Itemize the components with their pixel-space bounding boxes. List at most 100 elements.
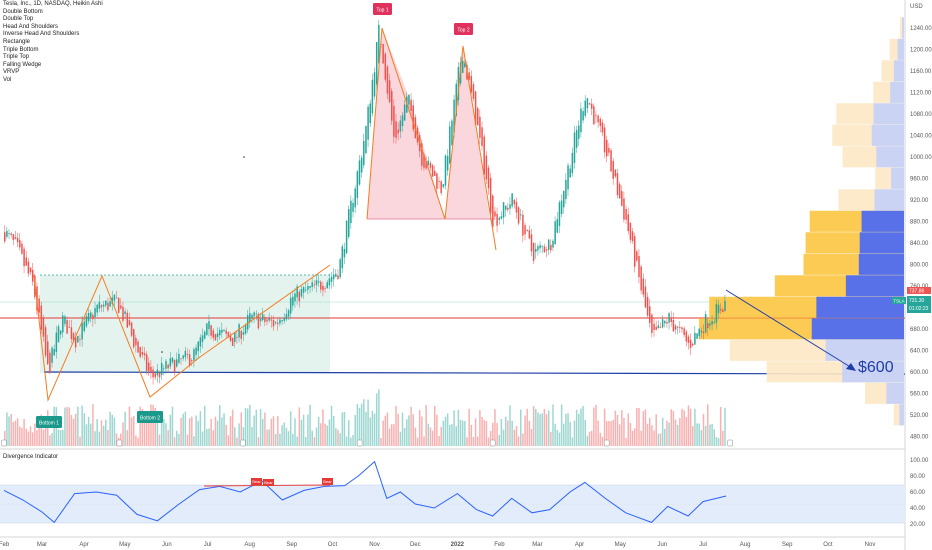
candle-body [296,286,298,298]
volume-bar [498,434,500,446]
candle-body [12,234,15,240]
oscillator-title[interactable]: Divergence Indicator [3,454,59,460]
top2-label: Top 2 [457,28,469,34]
target-arrow-head [846,363,856,371]
candle-body [274,322,277,324]
candle-body [636,251,638,261]
candle-body [322,285,324,291]
double-bottom-pattern-line [33,264,331,402]
candle-body [107,303,109,311]
candle-body [345,220,348,254]
volume-bar [687,405,690,446]
volume-bar [653,430,655,446]
volume-bar [23,419,25,446]
candle-body [66,320,68,334]
volume-profile-up [890,81,904,103]
volume-bar [216,420,219,446]
earnings-marker [116,439,123,447]
candle-body [171,357,174,363]
candle-body [143,353,146,356]
volume-bar [584,420,586,446]
candle-body [563,190,565,208]
candle-body [468,72,470,80]
volume-bar [676,424,679,446]
volume-bar [569,421,571,446]
candle-body [393,105,395,137]
candle-body [70,327,73,340]
candle-body [259,318,262,322]
legend-item[interactable]: Head And Shoulders [3,23,59,30]
volume-bar [526,408,528,446]
symbol-title[interactable]: Tesla, Inc., 1D, NASDAQ, Heikin Ashi [3,1,103,7]
volume-bar [683,410,685,446]
volume-bar [180,417,182,446]
volume-bar [49,435,51,446]
candle-body [154,373,156,378]
candle-body [556,219,559,233]
candle-body [449,126,451,164]
candle-body [442,184,445,188]
price-tick-label: 520.00 [910,413,929,419]
volume-bar [96,419,98,446]
candle-body [485,155,488,180]
legend: Tesla, Inc., 1D, NASDAQ, Heikin Ashi Dou… [3,1,103,85]
volume-bar [494,409,496,446]
volume-bar [520,409,522,446]
top1-label: Top 1 [376,8,388,14]
volume-bar [369,417,371,446]
volume-bar [616,414,619,446]
candle-body [55,332,58,353]
legend-item[interactable]: Rectangle [3,38,31,45]
legend-item[interactable]: Double Top [3,16,34,23]
time-tick-label: Apr [79,542,88,548]
candle-body [698,328,700,337]
legend-item[interactable]: VRVP [3,69,20,76]
volume-bar [511,420,513,446]
candle-body [526,229,528,231]
volume-bar [339,433,341,446]
volume-bar [393,424,395,446]
volume-bar [496,422,498,446]
legend-item[interactable]: Double Bottom [3,8,43,15]
volume-bar [558,432,561,446]
volume-bar [262,418,264,446]
volume-bar [324,423,326,446]
candle-body [64,316,66,324]
volume-bar [608,421,610,446]
oscillator-axis[interactable]: 100.00 80.00 60.00 40.00 20.00 [910,458,929,528]
volume-bar [285,427,288,446]
candle-body [165,360,167,369]
volume-bar [535,408,537,446]
candle-body [382,44,384,64]
ticker-label: TSLA [893,299,904,304]
candle-body [535,248,537,252]
candle-body [59,330,62,335]
candle-body [610,150,612,172]
volume-bar [326,425,328,446]
volume-bar [212,430,215,446]
candle-body [40,305,43,330]
legend-item[interactable]: Triple Top [3,54,30,61]
volume-bar [62,429,64,446]
legend-item[interactable]: Falling Wedge [3,61,42,68]
price-axis[interactable]: 1240.00 1200.00 1160.00 1120.00 1080.00 1040.… [910,26,932,441]
legend-item[interactable]: Triple Bottom [3,46,39,53]
volume-bar [423,436,425,446]
volume-bar [679,418,681,446]
legend-item[interactable]: Vol [3,76,12,83]
volume-bar [586,435,589,446]
volume-bar [57,429,60,446]
volume-bar [418,410,421,446]
time-axis[interactable]: Feb Mar Apr May Jun Jul Aug Sep Oct Nov Dec 2022 Feb… [0,542,875,548]
volume-bar [182,413,184,446]
volume-bar [517,436,520,446]
candle-body [229,334,232,341]
price-tick-label: 920.00 [910,198,929,204]
candle-body [210,325,212,336]
volume-bar [399,431,402,446]
volume-bar [629,422,632,446]
double-bottom-rectangle [40,275,330,373]
candle-body [47,341,49,365]
legend-item[interactable]: Inverse Head And Shoulders [3,31,80,38]
